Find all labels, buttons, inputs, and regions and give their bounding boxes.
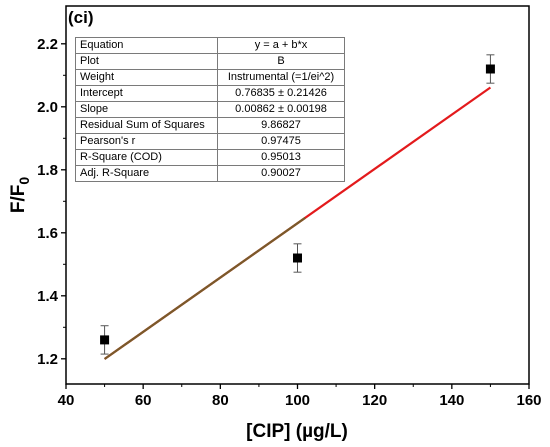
fit-table-value: y = a + b*x xyxy=(217,37,345,54)
fit-table-label: Pearson's r xyxy=(75,133,218,150)
y-axis-title-group: F/F0 xyxy=(8,177,32,214)
x-tick-label: 60 xyxy=(135,392,152,409)
data-point xyxy=(100,335,110,345)
fit-table-label: Adj. R-Square xyxy=(75,165,218,182)
x-axis-title: [CIP] (µg/L) xyxy=(246,421,348,442)
fit-table-row: Slope 0.00862 ± 0.00198 xyxy=(75,101,345,118)
x-tick-label: 160 xyxy=(516,392,541,409)
y-axis-title-subscript: 0 xyxy=(16,177,32,185)
fit-table-row: Intercept 0.76835 ± 0.21426 xyxy=(75,85,345,102)
fit-table-value: 0.95013 xyxy=(217,149,345,166)
fit-table-label: Slope xyxy=(75,101,218,118)
fit-table-label: Equation xyxy=(75,37,218,54)
y-tick-label: 1.2 xyxy=(37,351,58,368)
fit-table-row: R-Square (COD) 0.95013 xyxy=(75,149,345,166)
data-points xyxy=(100,54,495,355)
y-tick-label: 2.2 xyxy=(37,36,58,53)
fit-table-label: Weight xyxy=(75,69,218,86)
fit-table-label: Plot xyxy=(75,53,218,70)
x-tick-label: 100 xyxy=(285,392,310,409)
y-axis-ticks: 1.2 1.4 1.6 1.8 2.0 2.2 xyxy=(37,36,66,368)
data-point xyxy=(485,64,495,74)
fit-statistics-table: Equation y = a + b*x Plot B Weight Instrument… xyxy=(75,37,345,182)
fit-table-value: 0.97475 xyxy=(217,133,345,150)
fit-line-group xyxy=(103,86,492,360)
fit-table-row: Equation y = a + b*x xyxy=(75,37,345,54)
y-axis-title: F/F0 xyxy=(8,177,32,214)
fit-table-row: Adj. R-Square 0.90027 xyxy=(75,165,345,182)
fit-table-label: Residual Sum of Squares xyxy=(75,117,218,134)
y-tick-label: 1.8 xyxy=(37,162,58,179)
fit-table-value: 0.00862 ± 0.00198 xyxy=(217,101,345,118)
fit-table-value: B xyxy=(217,53,345,70)
x-tick-label: 80 xyxy=(212,392,229,409)
fit-table-row: Pearson's r 0.97475 xyxy=(75,133,345,150)
fit-table-row: Residual Sum of Squares 9.86827 xyxy=(75,117,345,134)
fit-table-row: Plot B xyxy=(75,53,345,70)
panel-label: (ci) xyxy=(68,8,94,27)
x-tick-label: 120 xyxy=(362,392,387,409)
fit-table-label: R-Square (COD) xyxy=(75,149,218,166)
y-tick-label: 2.0 xyxy=(37,99,58,116)
fit-statistics-body: Equation y = a + b*x Plot B Weight Instrument… xyxy=(75,37,345,182)
x-axis-ticks: 40 60 80 100 120 140 160 xyxy=(58,384,542,409)
y-tick-label: 1.6 xyxy=(37,225,58,242)
fit-table-row: Weight Instrumental (=1/ei^2) xyxy=(75,69,345,86)
y-tick-label: 1.4 xyxy=(37,288,59,305)
x-tick-label: 140 xyxy=(439,392,464,409)
fit-line-overlay xyxy=(103,216,306,360)
fit-table-value: Instrumental (=1/ei^2) xyxy=(217,69,345,86)
y-axis-title-main: F/F xyxy=(8,185,29,214)
fit-table-value: 9.86827 xyxy=(217,117,345,134)
x-tick-label: 40 xyxy=(58,392,75,409)
fit-table-value: 0.76835 ± 0.21426 xyxy=(217,85,345,102)
fit-table-label: Intercept xyxy=(75,85,218,102)
data-point xyxy=(293,253,302,263)
fit-table-value: 0.90027 xyxy=(217,165,345,182)
